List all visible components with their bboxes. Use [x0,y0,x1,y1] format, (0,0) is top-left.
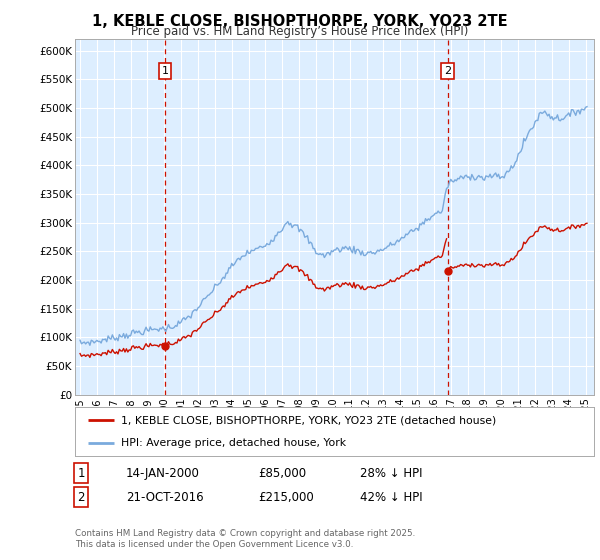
Text: 1: 1 [161,66,169,76]
Text: 28% ↓ HPI: 28% ↓ HPI [360,466,422,480]
Text: 2: 2 [444,66,451,76]
Text: 1: 1 [77,466,85,480]
Text: 2: 2 [77,491,85,504]
Text: Price paid vs. HM Land Registry’s House Price Index (HPI): Price paid vs. HM Land Registry’s House … [131,25,469,38]
Text: Contains HM Land Registry data © Crown copyright and database right 2025.
This d: Contains HM Land Registry data © Crown c… [75,529,415,549]
Text: 1, KEBLE CLOSE, BISHOPTHORPE, YORK, YO23 2TE (detached house): 1, KEBLE CLOSE, BISHOPTHORPE, YORK, YO23… [121,416,496,426]
Text: 42% ↓ HPI: 42% ↓ HPI [360,491,422,504]
Text: HPI: Average price, detached house, York: HPI: Average price, detached house, York [121,438,346,448]
Text: 1, KEBLE CLOSE, BISHOPTHORPE, YORK, YO23 2TE: 1, KEBLE CLOSE, BISHOPTHORPE, YORK, YO23… [92,14,508,29]
Text: 14-JAN-2000: 14-JAN-2000 [126,466,200,480]
Text: £215,000: £215,000 [258,491,314,504]
Text: 21-OCT-2016: 21-OCT-2016 [126,491,203,504]
Text: £85,000: £85,000 [258,466,306,480]
